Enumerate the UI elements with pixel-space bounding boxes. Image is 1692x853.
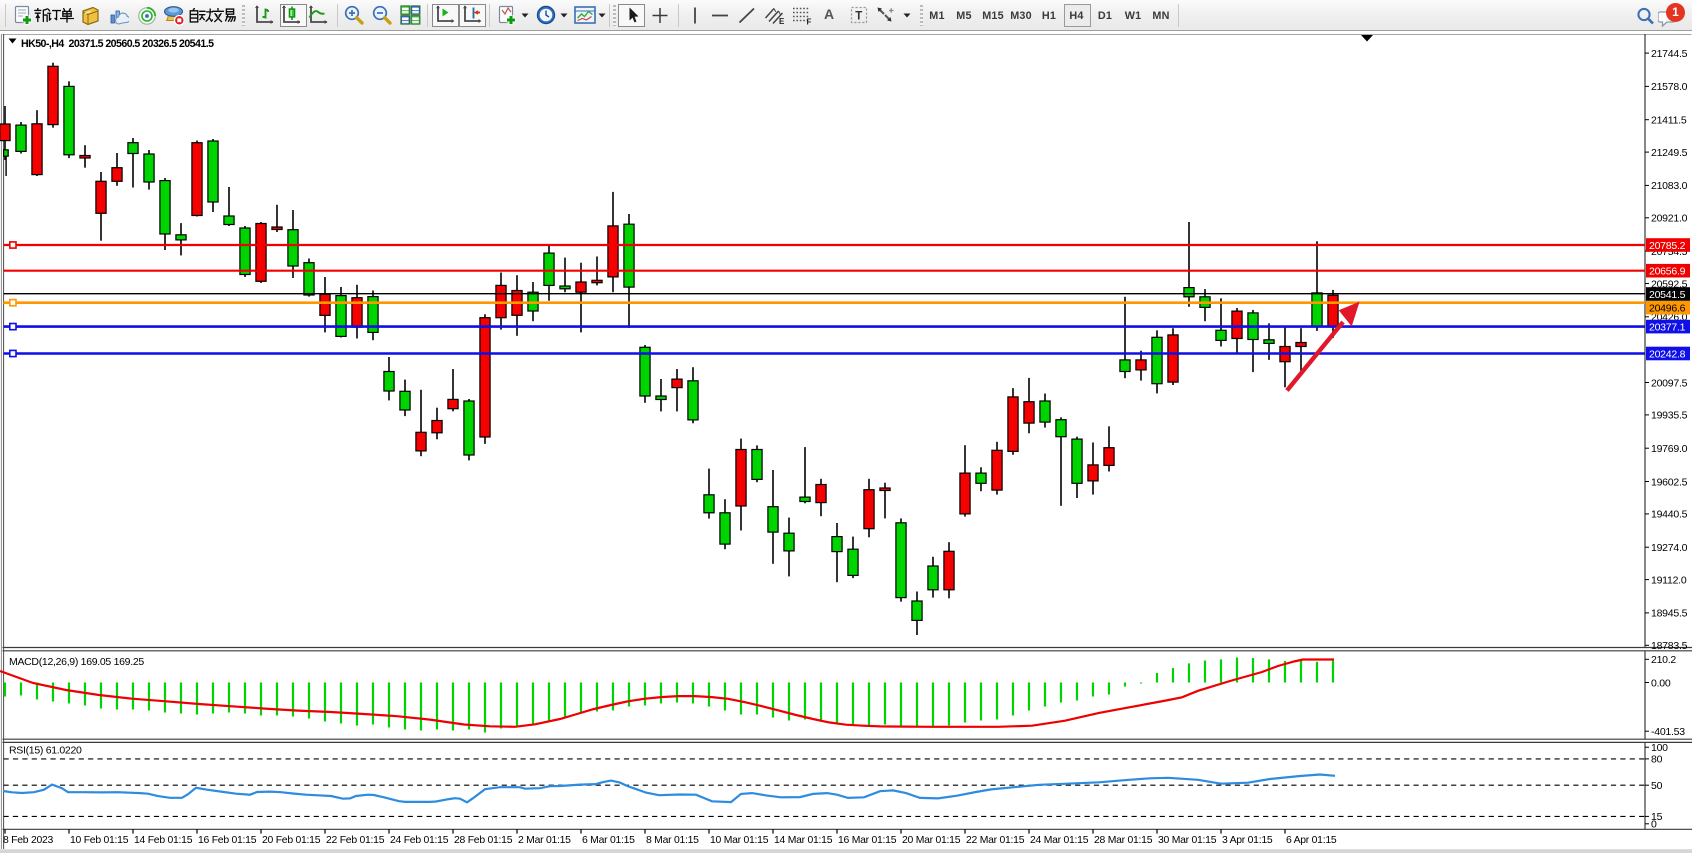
svg-text:0: 0 <box>1651 819 1657 831</box>
svg-text:8 Mar 01:15: 8 Mar 01:15 <box>646 835 699 846</box>
svg-text:18945.5: 18945.5 <box>1651 608 1688 620</box>
svg-text:20541.5: 20541.5 <box>1649 289 1686 301</box>
svg-text:MACD(12,26,9) 169.05 169.25: MACD(12,26,9) 169.05 169.25 <box>9 656 144 668</box>
svg-text:0.00: 0.00 <box>1651 677 1671 689</box>
svg-text:6 Apr 01:15: 6 Apr 01:15 <box>1286 835 1337 846</box>
svg-text:16 Feb 01:15: 16 Feb 01:15 <box>198 835 257 846</box>
svg-text:100: 100 <box>1651 742 1668 754</box>
svg-text:20 Mar 01:15: 20 Mar 01:15 <box>902 835 961 846</box>
svg-text:19112.0: 19112.0 <box>1651 574 1687 586</box>
svg-text:22 Feb 01:15: 22 Feb 01:15 <box>326 835 385 846</box>
svg-text:30 Mar 01:15: 30 Mar 01:15 <box>1158 835 1217 846</box>
svg-text:14 Mar 01:15: 14 Mar 01:15 <box>774 835 833 846</box>
svg-text:15: 15 <box>1651 811 1663 823</box>
svg-text:-401.53: -401.53 <box>1651 726 1685 738</box>
svg-text:20656.9: 20656.9 <box>1649 266 1686 278</box>
svg-text:T: T <box>855 11 862 23</box>
svg-text:20785.2: 20785.2 <box>1649 240 1686 252</box>
svg-text:19440.5: 19440.5 <box>1651 509 1688 521</box>
svg-text:210.2: 210.2 <box>1651 654 1676 666</box>
svg-text:8 Feb 2023: 8 Feb 2023 <box>3 835 54 846</box>
svg-text:6 Mar 01:15: 6 Mar 01:15 <box>582 835 635 846</box>
svg-text:19274.0: 19274.0 <box>1651 542 1688 554</box>
svg-text:F: F <box>807 18 812 26</box>
svg-text:19935.5: 19935.5 <box>1651 410 1688 422</box>
svg-text:80: 80 <box>1651 754 1663 766</box>
svg-text:21249.5: 21249.5 <box>1651 147 1688 159</box>
svg-text:24 Mar 01:15: 24 Mar 01:15 <box>1030 835 1089 846</box>
svg-text:50: 50 <box>1651 780 1663 792</box>
svg-text:21744.5: 21744.5 <box>1651 48 1688 60</box>
svg-text:RSI(15) 61.0220: RSI(15) 61.0220 <box>9 745 82 757</box>
svg-text:19769.0: 19769.0 <box>1651 443 1688 455</box>
svg-text:20242.8: 20242.8 <box>1649 348 1686 360</box>
svg-text:10 Feb 01:15: 10 Feb 01:15 <box>70 835 129 846</box>
svg-text:20 Feb 01:15: 20 Feb 01:15 <box>262 835 321 846</box>
svg-text:10 Mar 01:15: 10 Mar 01:15 <box>710 835 769 846</box>
svg-text:14 Feb 01:15: 14 Feb 01:15 <box>134 835 193 846</box>
svg-text:20496.6: 20496.6 <box>1649 303 1686 315</box>
svg-text:20377.1: 20377.1 <box>1649 321 1686 333</box>
svg-text:22 Mar 01:15: 22 Mar 01:15 <box>966 835 1025 846</box>
svg-text:2 Mar 01:15: 2 Mar 01:15 <box>518 835 571 846</box>
svg-text:28 Mar 01:15: 28 Mar 01:15 <box>1094 835 1153 846</box>
svg-text:21411.5: 21411.5 <box>1651 115 1687 127</box>
svg-text:21083.0: 21083.0 <box>1651 180 1688 192</box>
svg-text:20097.5: 20097.5 <box>1651 377 1688 389</box>
svg-text:20921.0: 20921.0 <box>1651 213 1688 225</box>
svg-text:18783.5: 18783.5 <box>1651 640 1688 652</box>
svg-text:24 Feb 01:15: 24 Feb 01:15 <box>390 835 449 846</box>
svg-text:3 Apr 01:15: 3 Apr 01:15 <box>1222 835 1273 846</box>
svg-text:28 Feb 01:15: 28 Feb 01:15 <box>454 835 513 846</box>
svg-text:HK50-,H4 20371.5 20560.5 2032: HK50-,H4 20371.5 20560.5 20326.5 20541.5 <box>21 38 214 50</box>
svg-text:21578.0: 21578.0 <box>1651 81 1688 93</box>
svg-text:E: E <box>779 17 785 25</box>
svg-text:19602.5: 19602.5 <box>1651 476 1688 488</box>
svg-text:16 Mar 01:15: 16 Mar 01:15 <box>838 835 897 846</box>
